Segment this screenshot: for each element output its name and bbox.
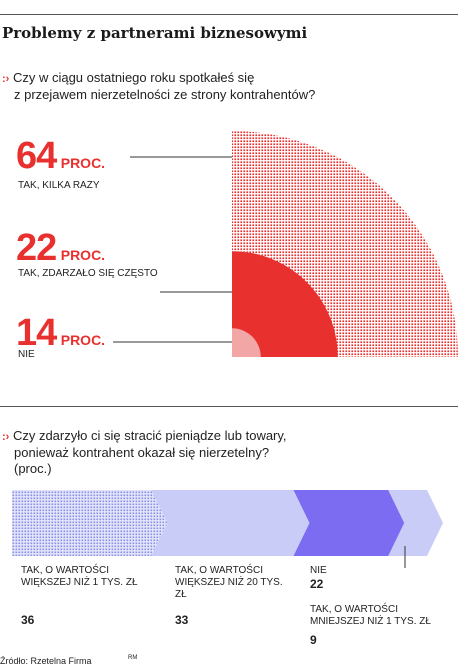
- slice-nie: [232, 328, 261, 357]
- value-czesto: 22: [16, 227, 57, 269]
- question-1-line-1: Czy w ciągu ostatniego roku spotkałeś si…: [12, 70, 255, 85]
- bar-value-wiekszej-1-tys: 36: [21, 613, 35, 627]
- top-rule: [0, 14, 458, 15]
- section-divider: [0, 406, 458, 407]
- bar-label-nie: NIE: [310, 565, 327, 576]
- slice-czesto: [232, 251, 338, 357]
- quarter-pie-chart: [113, 131, 458, 357]
- unit-kilka-razy: PROC.: [60, 155, 106, 171]
- chart-title: Problemy z partnerami biznesowymi: [2, 24, 308, 42]
- unit-czesto: PROC.: [60, 247, 106, 263]
- arrow-segment-nie: [293, 490, 405, 556]
- bullet-icon: :›: [2, 431, 10, 443]
- bar-label-mniejszej-1-tys: TAK, O WARTOŚCI MNIEJSZEJ NIŻ 1 TYS. ZŁ: [310, 604, 431, 627]
- question-2: :› Czy zdarzyło ci się stracić pieniądze…: [2, 428, 287, 477]
- source-note: Źródło: Rzetelna Firma: [0, 656, 92, 666]
- arrow-segment-mniejszej-1-tys: [388, 490, 443, 556]
- arrow-segment-wiekszej-1-tys: [12, 490, 168, 556]
- bar-value-mniejszej-1-tys: 9: [310, 633, 317, 647]
- value-nie: 14: [16, 312, 57, 354]
- question-1: :› Czy w ciągu ostatniego roku spotkałeś…: [2, 70, 315, 103]
- value-kilka-razy: 64: [16, 135, 57, 177]
- label-group-kilka-razy: 64 PROC.: [16, 137, 105, 175]
- label-group-nie: 14 PROC.: [16, 314, 105, 352]
- question-2-line-1: Czy zdarzyło ci się stracić pieniądze lu…: [12, 428, 287, 443]
- label-nie: NIE: [18, 349, 35, 360]
- unit-nie: PROC.: [60, 332, 106, 348]
- arrow-bar-chart: [12, 490, 443, 568]
- question-2-line-2: ponieważ kontrahent okazał się nierzetel…: [14, 445, 270, 460]
- question-2-unit: (proc.): [14, 461, 52, 476]
- label-czesto: TAK, ZDARZAŁO SIĘ CZĘSTO: [18, 268, 158, 279]
- bar-value-wiekszej-20-tys: 33: [175, 613, 189, 627]
- arrow-segment-wiekszej-20-tys: [151, 490, 310, 556]
- bar-label-wiekszej-20-tys: TAK, O WARTOŚCI WIĘKSZEJ NIŻ 20 TYS. ZŁ: [175, 565, 283, 600]
- question-1-line-2: z przejawem nierzetelności ze strony kon…: [14, 87, 316, 102]
- author-initials: RM: [128, 655, 138, 661]
- bullet-icon: :›: [2, 73, 10, 85]
- bar-value-nie: 22: [310, 577, 324, 591]
- label-kilka-razy: TAK, KILKA RAZY: [18, 180, 100, 191]
- label-group-czesto: 22 PROC.: [16, 229, 105, 267]
- bar-label-wiekszej-1-tys: TAK, O WARTOŚCI WIĘKSZEJ NIŻ 1 TYS. ZŁ: [21, 565, 138, 588]
